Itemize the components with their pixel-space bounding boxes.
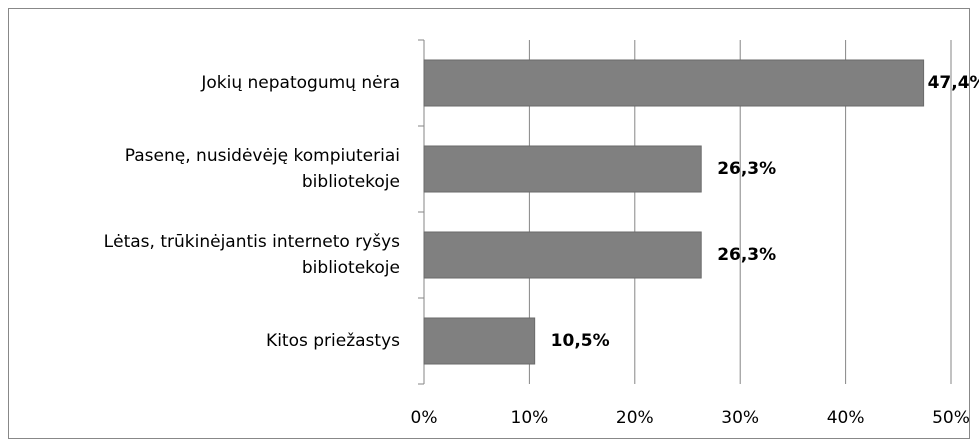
x-tick-label: 50% [932, 408, 970, 428]
value-label: 47,4% [928, 73, 979, 93]
y-tick-label: Jokių nepatogumų nėra [200, 73, 400, 93]
x-tick-label: 30% [721, 408, 759, 428]
x-tick-label: 0% [411, 408, 438, 428]
x-tick-label: 10% [511, 408, 549, 428]
y-tick-label: Kitos priežastys [266, 331, 400, 351]
bar [423, 59, 925, 107]
y-tick-label: Lėtas, trūkinėjantis interneto ryšys bibl… [104, 232, 400, 278]
x-tick-label: 20% [616, 408, 654, 428]
y-tick-label: Pasenę, nusidėvėję kompiuteriai bibliotek… [125, 146, 400, 192]
value-label: 26,3% [717, 245, 776, 265]
bar [423, 317, 536, 365]
value-label: 10,5% [551, 331, 610, 351]
bar [423, 231, 702, 279]
x-tick-label: 40% [827, 408, 865, 428]
value-label: 26,3% [717, 159, 776, 179]
bar [423, 145, 702, 193]
